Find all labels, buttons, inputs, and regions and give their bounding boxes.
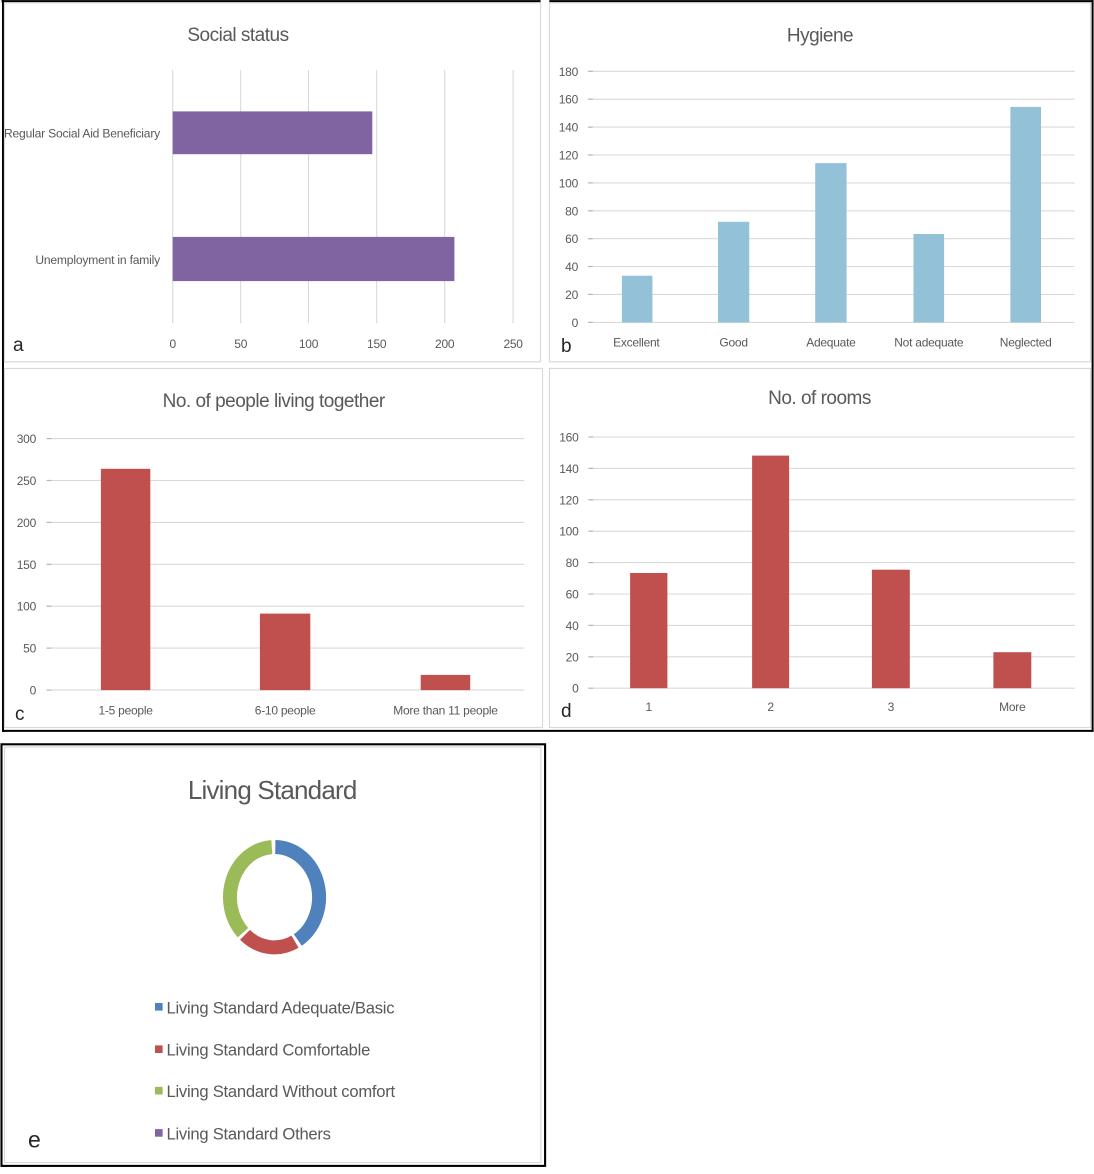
- svg-text:180: 180: [559, 65, 579, 79]
- svg-text:Adequate: Adequate: [806, 336, 856, 350]
- svg-text:6-10 people: 6-10 people: [255, 704, 316, 718]
- svg-text:More: More: [999, 700, 1026, 714]
- svg-text:0: 0: [30, 684, 37, 698]
- svg-text:20: 20: [566, 650, 579, 664]
- svg-text:Living Standard Others: Living Standard Others: [167, 1124, 331, 1143]
- svg-text:3: 3: [888, 700, 895, 714]
- svg-text:50: 50: [23, 642, 36, 656]
- svg-text:80: 80: [565, 204, 578, 218]
- svg-text:150: 150: [17, 558, 37, 572]
- svg-text:Living Standard Without comfor: Living Standard Without comfort: [167, 1082, 396, 1101]
- svg-text:200: 200: [435, 337, 455, 351]
- svg-text:No. of people living together: No. of people living together: [163, 391, 386, 412]
- svg-text:Regular Social Aid Beneficiary: Regular Social Aid Beneficiary: [4, 127, 161, 141]
- svg-text:200: 200: [17, 516, 37, 530]
- svg-text:150: 150: [367, 337, 387, 351]
- svg-text:20: 20: [565, 288, 578, 302]
- svg-text:a: a: [13, 335, 24, 356]
- svg-text:120: 120: [559, 149, 579, 163]
- svg-text:0: 0: [572, 682, 579, 696]
- svg-text:1: 1: [645, 700, 652, 714]
- svg-text:100: 100: [559, 525, 579, 539]
- svg-text:250: 250: [17, 474, 37, 488]
- svg-text:140: 140: [559, 462, 579, 476]
- svg-text:60: 60: [566, 588, 579, 602]
- svg-text:100: 100: [17, 600, 37, 614]
- svg-text:Hygiene: Hygiene: [787, 26, 853, 47]
- svg-text:No. of rooms: No. of rooms: [768, 388, 871, 409]
- svg-text:Living Standard Adequate/Basic: Living Standard Adequate/Basic: [167, 998, 395, 1017]
- svg-text:e: e: [28, 1127, 41, 1153]
- svg-text:80: 80: [566, 556, 579, 570]
- svg-text:Social status: Social status: [187, 25, 288, 46]
- svg-text:120: 120: [559, 493, 579, 507]
- svg-text:50: 50: [234, 337, 247, 351]
- svg-text:40: 40: [566, 619, 579, 633]
- svg-text:60: 60: [565, 232, 578, 246]
- svg-text:300: 300: [17, 432, 37, 446]
- svg-text:100: 100: [299, 337, 319, 351]
- svg-text:160: 160: [559, 431, 579, 445]
- svg-text:160: 160: [559, 93, 579, 107]
- svg-text:b: b: [561, 336, 572, 357]
- svg-text:0: 0: [572, 316, 579, 330]
- svg-text:Good: Good: [719, 336, 747, 350]
- svg-text:1-5 people: 1-5 people: [98, 704, 153, 718]
- svg-text:2: 2: [767, 700, 774, 714]
- svg-text:More than 11 people: More than 11 people: [393, 704, 498, 718]
- svg-text:100: 100: [559, 176, 579, 190]
- svg-text:Neglected: Neglected: [1000, 336, 1052, 350]
- svg-text:Unemployment in family: Unemployment in family: [35, 253, 161, 267]
- svg-text:250: 250: [503, 337, 523, 351]
- svg-text:c: c: [15, 704, 25, 725]
- svg-text:Living Standard: Living Standard: [188, 775, 357, 805]
- svg-text:140: 140: [559, 121, 579, 135]
- svg-text:Not adequate: Not adequate: [894, 336, 964, 350]
- svg-text:40: 40: [565, 260, 578, 274]
- svg-text:Excellent: Excellent: [613, 336, 660, 350]
- svg-text:Living Standard Comfortable: Living Standard Comfortable: [167, 1041, 371, 1060]
- svg-text:d: d: [561, 701, 572, 722]
- svg-text:0: 0: [169, 337, 176, 351]
